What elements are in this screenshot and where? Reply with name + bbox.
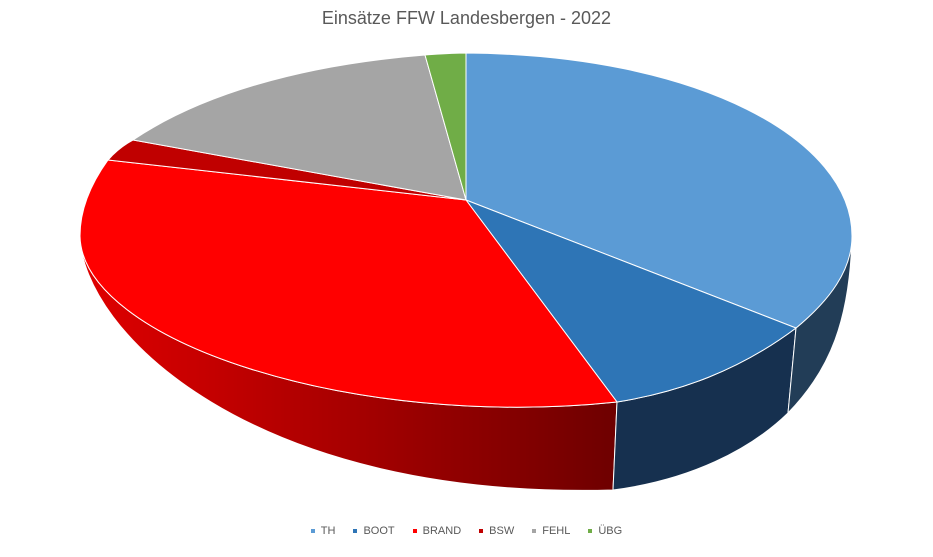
legend-label: BRAND — [422, 525, 462, 537]
slice-th[interactable] — [465, 52, 853, 329]
legend-label: ÜBG — [598, 525, 623, 537]
legend-item-uebg[interactable]: ÜBG — [588, 525, 622, 537]
legend-label: BOOT — [363, 525, 395, 537]
slice-fehl[interactable] — [131, 54, 467, 201]
legend-swatch-icon — [310, 529, 315, 533]
legend-item-bsw[interactable]: BSW — [479, 525, 514, 537]
slice-boot[interactable] — [464, 198, 798, 403]
slice-uebg[interactable] — [424, 52, 467, 201]
legend-label: BSW — [489, 525, 515, 537]
legend-item-th[interactable]: TH — [310, 525, 336, 537]
legend-item-boot[interactable]: BOOT — [353, 525, 395, 537]
legend-label: TH — [320, 525, 336, 537]
legend-swatch-icon — [588, 529, 593, 533]
legend-swatch-icon — [479, 529, 484, 533]
legend-label: FEHL — [542, 525, 571, 537]
legend-swatch-icon — [532, 529, 537, 533]
legend-swatch-icon — [353, 529, 358, 533]
legend-item-fehl[interactable]: FEHL — [532, 525, 570, 537]
chart-title: Einsätze FFW Landesbergen - 2022 — [321, 8, 612, 28]
legend-swatch-icon — [412, 529, 417, 533]
slice-brand[interactable] — [79, 159, 618, 408]
legend-item-brand[interactable]: BRAND — [412, 525, 462, 537]
chart-legend: TH BOOT BRAND BSW FEHL ÜBG — [0, 525, 933, 537]
